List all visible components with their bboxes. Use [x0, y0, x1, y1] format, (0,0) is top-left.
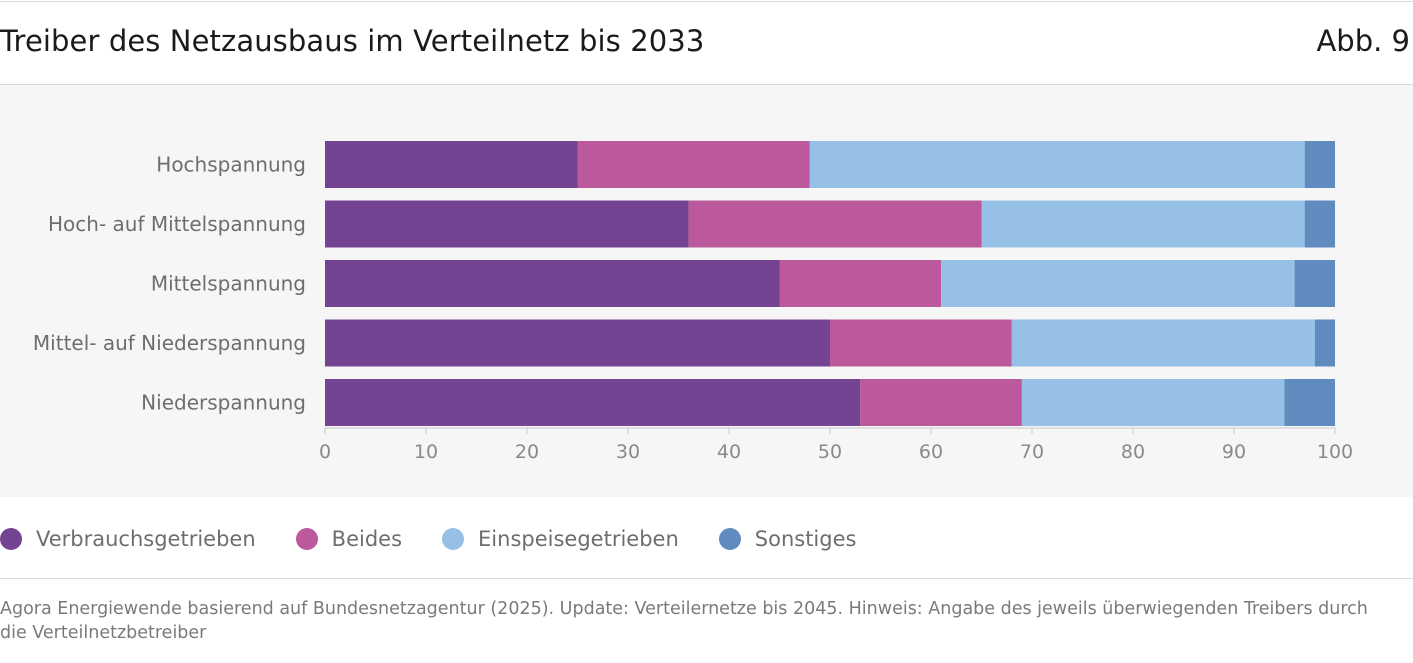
legend-swatch	[442, 528, 465, 550]
category-label: Niederspannung	[141, 391, 306, 415]
bar-segment-verbrauchsgetrieben	[325, 141, 578, 188]
bar-segment-einspeisegetrieben	[809, 141, 1305, 188]
bar-segment-sonstiges	[1284, 379, 1335, 426]
legend-item: Sonstiges	[718, 527, 857, 551]
x-tick-label: 100	[1317, 441, 1353, 463]
bar-segment-beides	[577, 141, 810, 188]
x-tick-label: 30	[616, 441, 640, 463]
legend-label: Einspeisegetrieben	[478, 527, 679, 551]
title-rule	[0, 84, 1413, 85]
legend-swatch	[0, 528, 22, 550]
legend-item: Beides	[295, 527, 403, 551]
x-tick-label: 70	[1020, 441, 1044, 463]
category-label: Hoch- auf Mittelspannung	[48, 212, 306, 236]
legend-swatch	[295, 528, 318, 550]
bar-segment-beides	[779, 260, 942, 307]
bar-segment-verbrauchsgetrieben	[325, 319, 830, 367]
x-tick-label: 80	[1121, 441, 1145, 463]
legend-item: Einspeisegetrieben	[442, 527, 679, 551]
source-note: Agora Energiewende basierend auf Bundesn…	[0, 599, 1368, 643]
legend-item: Verbrauchsgetrieben	[0, 527, 256, 551]
legend: Verbrauchsgetrieben Beides Einspeisegetrie…	[0, 522, 896, 556]
category-label: Mittelspannung	[151, 272, 306, 296]
figure-label: Abb. 9	[1316, 24, 1410, 58]
stacked-bar-chart: Hochspannung Hoch- auf Mittelspannung Mitt…	[33, 141, 1353, 463]
category-label: Mittel- auf Niederspannung	[33, 331, 306, 355]
bar-segment-einspeisegetrieben	[1011, 319, 1315, 367]
x-tick-label: 40	[717, 441, 741, 463]
legend-label: Sonstiges	[754, 527, 857, 551]
top-rule	[0, 1, 1413, 2]
x-tick-label: 10	[414, 441, 438, 463]
legend-label: Beides	[331, 527, 403, 551]
bar-segment-verbrauchsgetrieben	[325, 200, 689, 248]
x-tick-label: 50	[818, 441, 842, 463]
bar-segment-sonstiges	[1304, 141, 1335, 188]
x-tick-label: 0	[319, 441, 331, 463]
legend-label: Verbrauchsgetrieben	[36, 527, 256, 551]
x-tick-label: 90	[1222, 441, 1246, 463]
bar-segment-einspeisegetrieben	[1021, 379, 1285, 426]
chart-title: Treiber des Netzausbaus im Verteilnetz b…	[0, 24, 705, 58]
bar-segment-sonstiges	[1294, 260, 1335, 307]
legend-swatch	[718, 528, 741, 550]
bar-segment-einspeisegetrieben	[981, 200, 1305, 248]
bar-segment-beides	[860, 379, 1022, 426]
bar-segment-beides	[830, 319, 1012, 367]
source-rule	[0, 578, 1413, 579]
bar-segment-sonstiges	[1304, 200, 1335, 248]
category-label: Hochspannung	[156, 153, 306, 177]
bar-segment-sonstiges	[1314, 319, 1335, 367]
bar-segment-einspeisegetrieben	[941, 260, 1295, 307]
x-tick-label: 60	[919, 441, 943, 463]
x-tick-label: 20	[515, 441, 539, 463]
bar-segment-verbrauchsgetrieben	[325, 379, 861, 426]
bar-segment-verbrauchsgetrieben	[325, 260, 780, 307]
bar-segment-beides	[688, 200, 982, 248]
